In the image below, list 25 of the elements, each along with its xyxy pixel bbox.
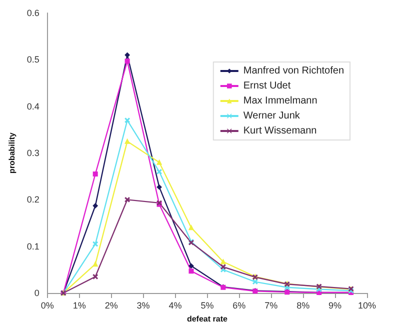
x-tick-label: 3% <box>136 300 150 310</box>
y-tick-label: 0.2 <box>26 194 40 205</box>
x-axis-title: defeat rate <box>186 314 228 324</box>
legend-label: Kurt Wissemann <box>243 126 317 136</box>
x-tick-label: 6% <box>232 300 246 310</box>
x-tick-label: 10% <box>358 300 376 310</box>
x-tick-label: 1% <box>72 300 86 310</box>
x-tick-label: 7% <box>264 300 278 310</box>
x-tick-label: 4% <box>168 300 182 310</box>
y-tick-label: 0.3 <box>26 148 40 158</box>
x-tick-label: 9% <box>328 300 342 310</box>
y-tick-label: 0.5 <box>26 54 40 65</box>
y-tick-label: 0 <box>34 288 40 298</box>
y-tick-label: 0.6 <box>26 8 40 18</box>
legend-label: Werner Junk <box>243 110 301 122</box>
x-tick-label: 5% <box>200 300 214 310</box>
legend-label: Max Immelmann <box>243 96 318 106</box>
legend-label: Manfred von Richtofen <box>243 66 344 76</box>
y-axis-title: probability <box>8 132 16 174</box>
y-tick-label: 0.1 <box>26 241 40 252</box>
y-tick-label: 0.4 <box>26 101 40 112</box>
legend-label: Ernst Udet <box>243 80 291 92</box>
x-tick-label: 8% <box>296 300 310 310</box>
x-tick-label: 0% <box>40 300 54 310</box>
x-tick-label: 2% <box>104 300 118 310</box>
